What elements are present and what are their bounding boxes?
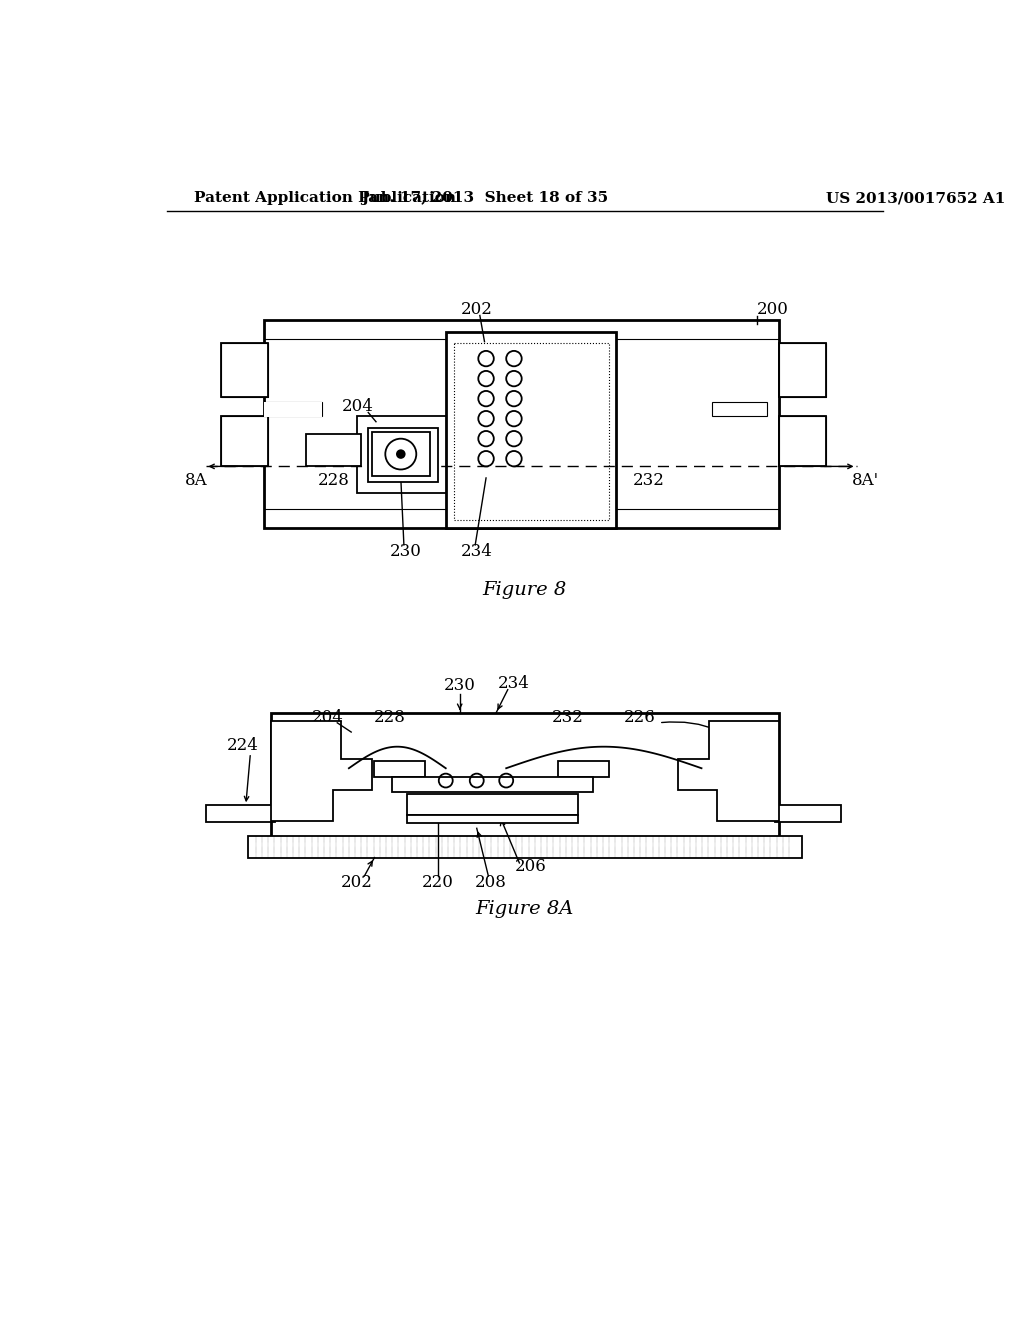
Bar: [356, 416, 445, 494]
Bar: [375, 760, 425, 777]
Text: 232: 232: [633, 471, 665, 488]
Bar: [407, 816, 578, 822]
Text: 232: 232: [552, 709, 584, 726]
Circle shape: [397, 450, 404, 458]
Text: 234: 234: [498, 675, 529, 692]
Text: 202: 202: [341, 874, 373, 891]
Text: 202: 202: [461, 301, 493, 318]
Bar: [779, 343, 825, 397]
Text: 208: 208: [475, 874, 507, 891]
Bar: [263, 401, 322, 416]
Text: 230: 230: [443, 677, 475, 694]
Polygon shape: [271, 721, 372, 821]
Text: 204: 204: [312, 709, 344, 726]
Bar: [372, 432, 430, 477]
Polygon shape: [678, 721, 779, 821]
Bar: [263, 339, 779, 508]
Bar: [271, 713, 779, 851]
Text: 224: 224: [226, 737, 259, 754]
Text: Figure 8: Figure 8: [482, 581, 567, 598]
Bar: [558, 760, 608, 777]
Text: 204: 204: [341, 397, 374, 414]
Bar: [306, 434, 360, 466]
Bar: [221, 416, 267, 466]
Text: 8A: 8A: [185, 471, 208, 488]
Text: 220: 220: [422, 874, 454, 891]
Text: 200: 200: [757, 301, 788, 318]
Bar: [369, 428, 438, 482]
Bar: [775, 805, 841, 822]
Bar: [454, 343, 608, 520]
Bar: [248, 836, 802, 858]
Text: Patent Application Publication: Patent Application Publication: [194, 191, 456, 206]
Bar: [206, 805, 275, 822]
Bar: [221, 343, 267, 397]
Text: 206: 206: [515, 858, 547, 875]
Bar: [263, 321, 779, 528]
Text: US 2013/0017652 A1: US 2013/0017652 A1: [825, 191, 1005, 206]
Bar: [779, 416, 825, 466]
Text: Jan. 17, 2013  Sheet 18 of 35: Jan. 17, 2013 Sheet 18 of 35: [360, 191, 608, 206]
Bar: [712, 401, 767, 416]
Text: 234: 234: [461, 543, 493, 560]
Bar: [407, 793, 578, 816]
Bar: [263, 401, 322, 417]
Bar: [221, 416, 267, 466]
Bar: [445, 331, 616, 528]
Bar: [391, 776, 593, 792]
Text: Figure 8A: Figure 8A: [475, 900, 574, 919]
Text: 228: 228: [374, 709, 406, 726]
Text: 226: 226: [624, 709, 655, 726]
Bar: [779, 416, 825, 466]
Text: 8A': 8A': [852, 471, 880, 488]
Bar: [221, 343, 267, 397]
Text: 230: 230: [389, 543, 422, 560]
Bar: [779, 343, 825, 397]
Text: 228: 228: [317, 471, 349, 488]
